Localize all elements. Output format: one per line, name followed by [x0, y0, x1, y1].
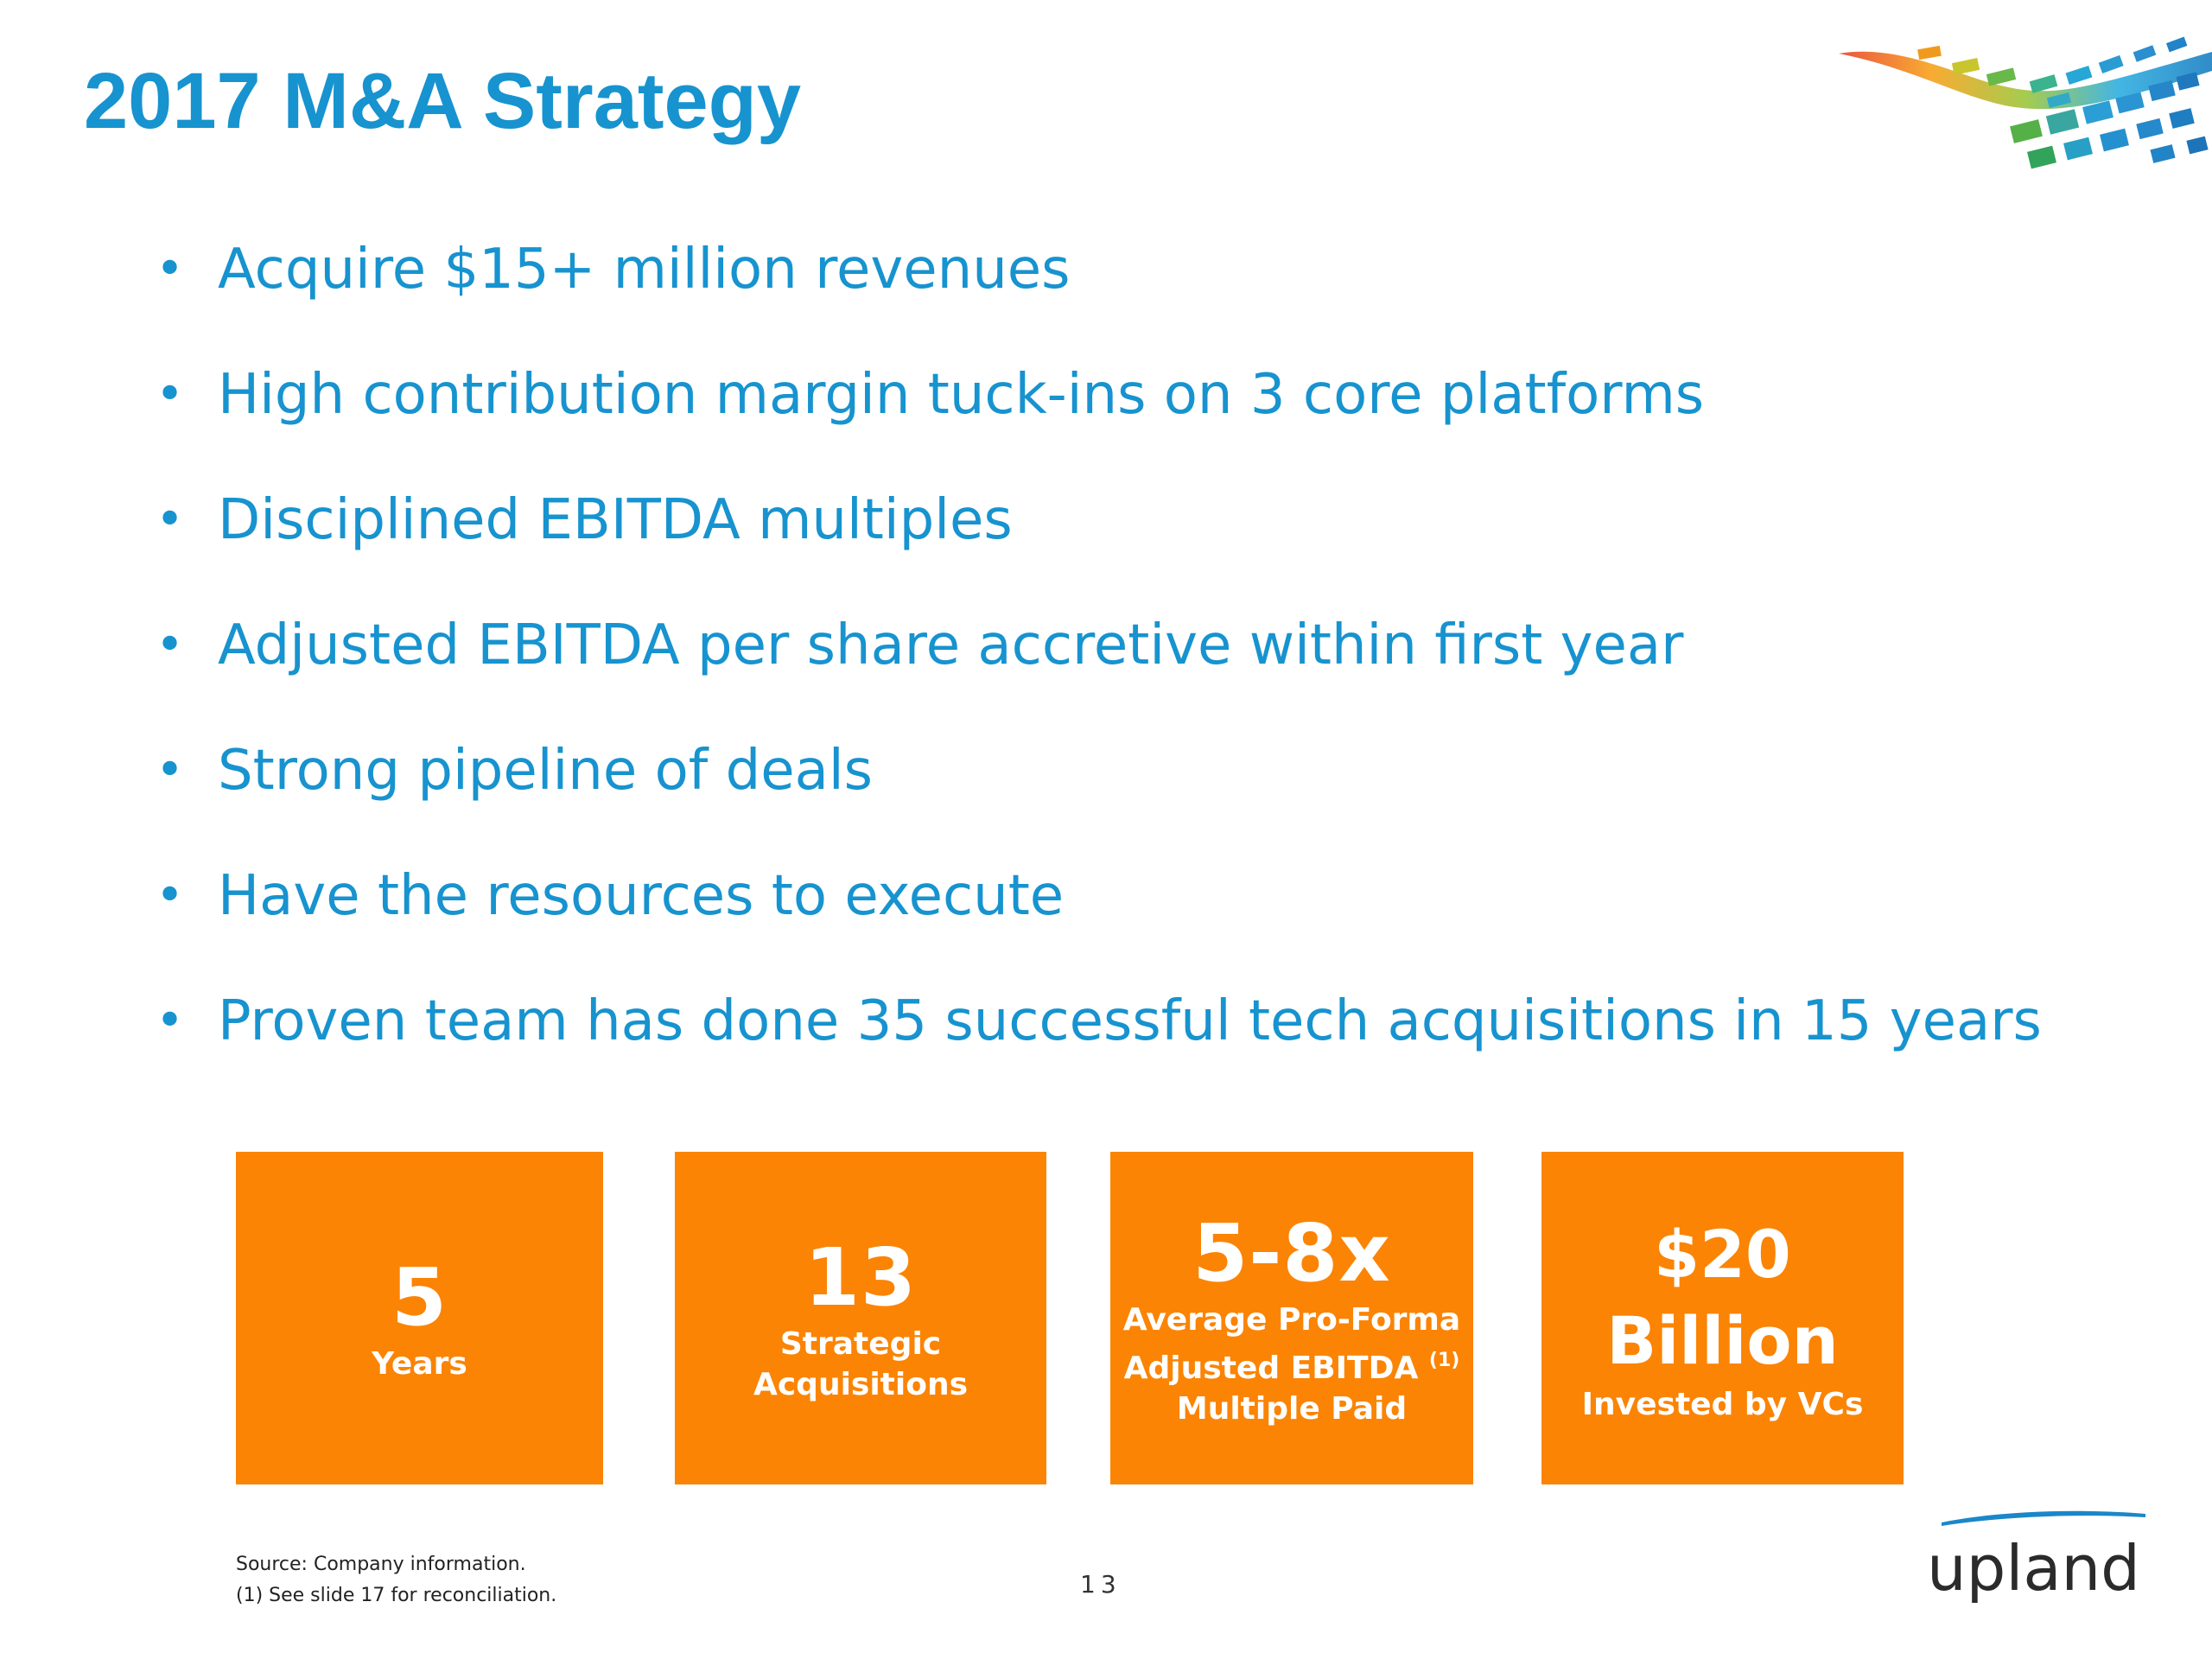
- stat-label-line2: Acquisitions: [753, 1366, 969, 1402]
- stat-tile-vc-investment: $20 Billion Invested by VCs: [1541, 1152, 1904, 1484]
- page-number: 13: [1080, 1570, 1122, 1599]
- bullet-text: High contribution margin tuck-ins on 3 c…: [218, 363, 1705, 427]
- bullet-dot: •: [156, 742, 185, 798]
- bullet-text: Proven team has done 35 successful tech …: [218, 989, 2042, 1053]
- stat-label-line1: Average Pro-Forma: [1122, 1301, 1461, 1338]
- bullet-item: • Acquire $15+ million revenues: [156, 226, 2042, 352]
- stat-tile-years: 5 Years: [236, 1152, 603, 1484]
- colorful-mosaic-wave-icon: [1839, 36, 2212, 169]
- bullet-item: • Adjusted EBITDA per share accretive wit…: [156, 602, 2042, 728]
- footnote-source: Source: Company information.: [236, 1554, 526, 1575]
- bullet-item: • Strong pipeline of deals: [156, 728, 2042, 853]
- bullet-dot: •: [156, 241, 185, 297]
- stat-tile-multiple: 5-8x Average Pro-Forma Adjusted EBITDA (…: [1110, 1152, 1473, 1484]
- bullet-text: Acquire $15+ million revenues: [218, 238, 1071, 302]
- footnote-1: (1) See slide 17 for reconciliation.: [236, 1585, 557, 1606]
- stat-value-line2: Billion: [1606, 1302, 1839, 1379]
- bullet-text: Strong pipeline of deals: [218, 739, 873, 803]
- bullet-dot: •: [156, 617, 185, 673]
- footnote-marker: (1): [1428, 1349, 1460, 1371]
- bullet-text: Disciplined EBITDA multiples: [218, 488, 1013, 552]
- bullet-text: Have the resources to execute: [218, 864, 1065, 928]
- stat-label: Years: [372, 1346, 467, 1382]
- bullet-list: • Acquire $15+ million revenues • High con…: [156, 226, 2042, 1103]
- bullet-item: • High contribution margin tuck-ins on 3 …: [156, 352, 2042, 477]
- stat-label: Invested by VCs: [1581, 1387, 1864, 1422]
- bullet-item: • Have the resources to execute: [156, 853, 2042, 978]
- swoosh-icon: [1942, 1510, 2145, 1526]
- stat-value: 5: [391, 1251, 448, 1344]
- bullet-item: • Proven team has done 35 successful tech…: [156, 978, 2042, 1103]
- bullet-dot: •: [156, 868, 185, 924]
- slide-title: 2017 M&A Strategy: [84, 57, 802, 145]
- stat-value: $20: [1654, 1216, 1791, 1293]
- stat-label-line2-wrap: Adjusted EBITDA (1): [1124, 1340, 1460, 1389]
- bullet-text: Adjusted EBITDA per share accretive with…: [218, 613, 1684, 677]
- footnotes: Source: Company information. (1) See sli…: [236, 1549, 556, 1611]
- stat-value: 13: [804, 1230, 918, 1324]
- stat-tile-acquisitions: 13 Strategic Acquisitions: [675, 1152, 1046, 1484]
- stat-label-line1: Strategic: [779, 1325, 942, 1362]
- stat-label-line2: Adjusted EBITDA: [1123, 1350, 1419, 1386]
- bullet-dot: •: [156, 993, 185, 1049]
- bullet-item: • Disciplined EBITDA multiples: [156, 477, 2042, 602]
- stat-label-line3: Multiple Paid: [1176, 1390, 1408, 1427]
- stat-value: 5-8x: [1192, 1206, 1391, 1300]
- brand-logo: upland: [1927, 1503, 2152, 1624]
- brand-wordmark: upland: [1927, 1532, 2140, 1605]
- bullet-dot: •: [156, 492, 185, 548]
- bullet-dot: •: [156, 366, 185, 423]
